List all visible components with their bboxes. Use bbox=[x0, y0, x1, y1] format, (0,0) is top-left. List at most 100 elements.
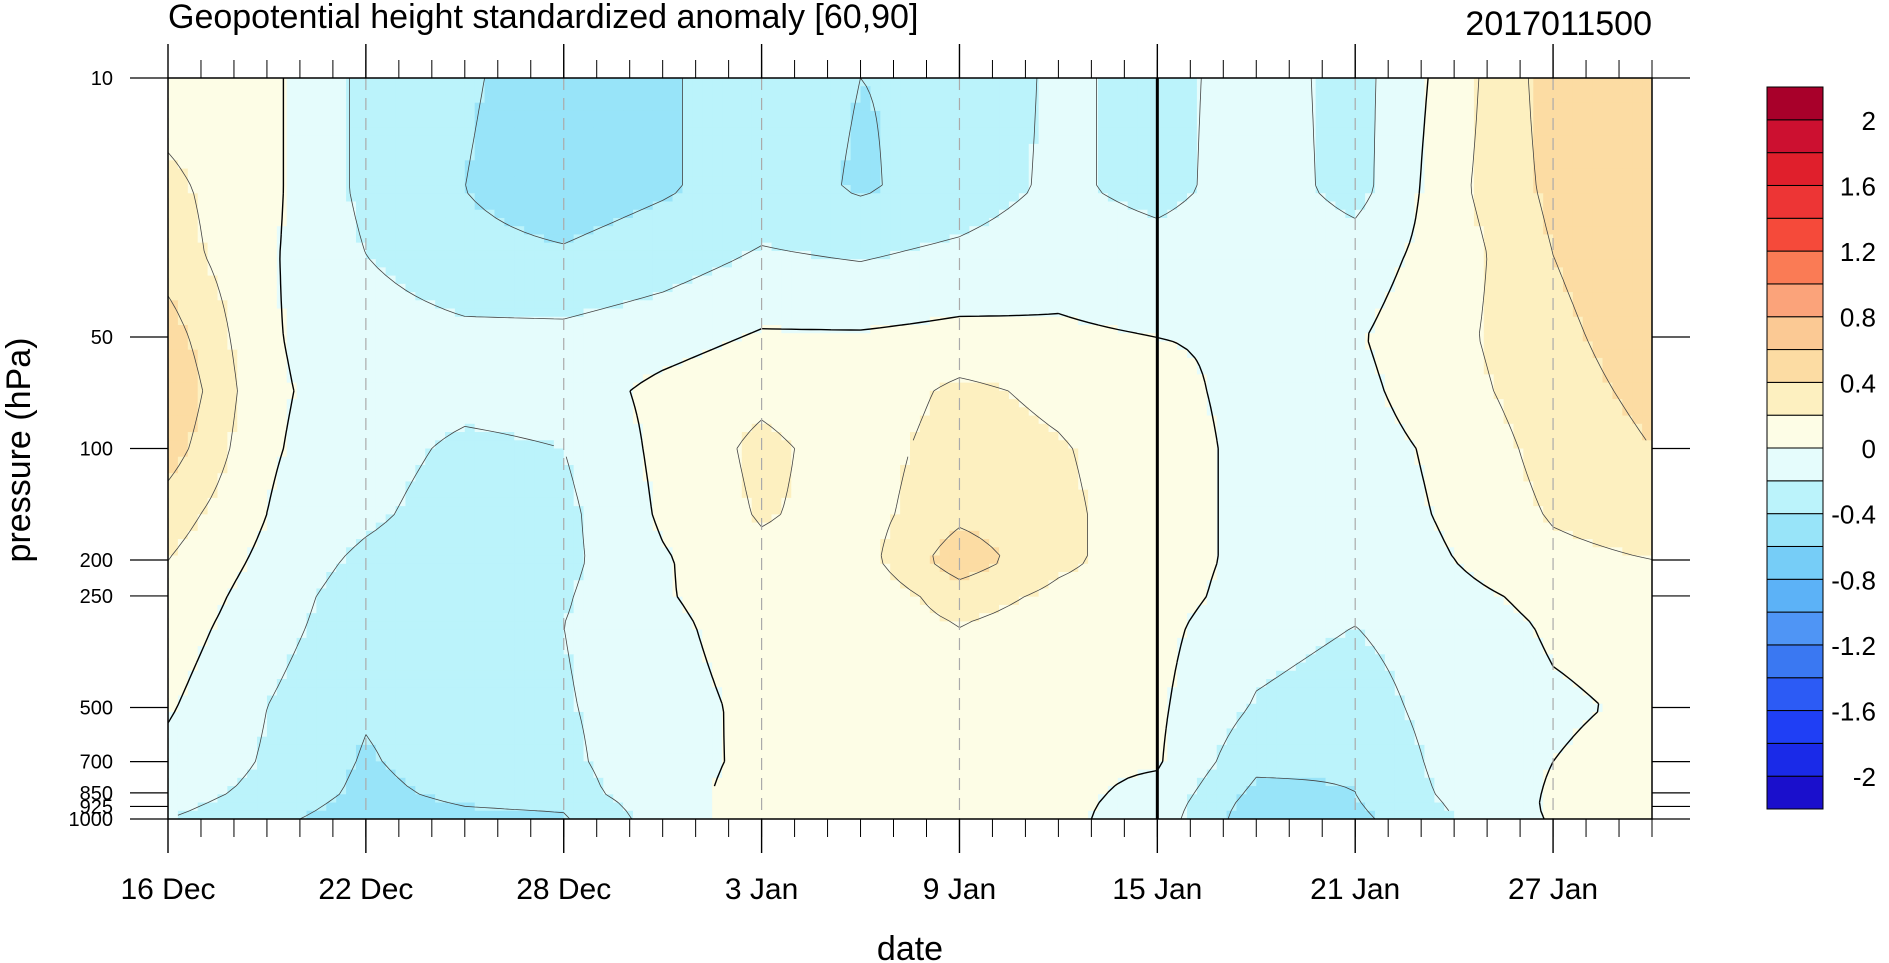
field-cell bbox=[168, 217, 179, 227]
field-cell bbox=[603, 267, 614, 277]
field-cell bbox=[1127, 283, 1139, 293]
field-cell bbox=[751, 176, 763, 186]
field-cell bbox=[494, 300, 505, 310]
field-cell bbox=[257, 160, 268, 170]
field-cell bbox=[999, 333, 1010, 343]
field-cell bbox=[1612, 300, 1623, 310]
field-cell bbox=[632, 300, 644, 310]
field-cell bbox=[642, 341, 654, 351]
field-cell bbox=[405, 152, 416, 161]
field-cell bbox=[1018, 176, 1030, 186]
field-cell bbox=[959, 242, 970, 252]
field-cell bbox=[1177, 226, 1188, 236]
field-cell bbox=[860, 226, 872, 236]
field-cell bbox=[1493, 201, 1505, 211]
field-cell bbox=[1068, 242, 1079, 252]
field-cell bbox=[1068, 341, 1079, 351]
field-cell bbox=[642, 333, 654, 343]
field-cell bbox=[1632, 275, 1643, 285]
field-cell bbox=[346, 316, 357, 326]
field-cell bbox=[1602, 102, 1614, 112]
field-cell bbox=[1434, 300, 1445, 310]
field-cell bbox=[207, 349, 219, 359]
field-cell bbox=[1226, 135, 1238, 145]
field-cell bbox=[623, 143, 634, 153]
field-cell bbox=[1592, 160, 1604, 170]
field-cell bbox=[1394, 193, 1406, 203]
field-cell bbox=[979, 94, 990, 104]
field-cell bbox=[484, 135, 496, 145]
field-cell bbox=[939, 217, 951, 227]
field-cell bbox=[1533, 316, 1544, 326]
field-cell bbox=[1295, 193, 1307, 203]
field-cell bbox=[731, 292, 743, 301]
field-cell bbox=[1216, 209, 1228, 219]
field-cell bbox=[316, 160, 327, 170]
field-cell bbox=[1107, 292, 1119, 301]
field-cell bbox=[1276, 160, 1287, 170]
field-cell bbox=[1058, 193, 1069, 203]
field-cell bbox=[1523, 292, 1534, 301]
field-cell bbox=[494, 316, 505, 326]
field-cell bbox=[632, 325, 644, 334]
field-cell bbox=[1384, 152, 1396, 161]
field-cell bbox=[850, 193, 862, 203]
field-cell bbox=[1048, 119, 1059, 128]
field-cell bbox=[1256, 275, 1267, 285]
field-cell bbox=[1483, 283, 1495, 293]
field-cell bbox=[1107, 209, 1119, 219]
field-cell bbox=[1592, 234, 1604, 244]
field-cell bbox=[949, 325, 961, 334]
field-cell bbox=[375, 185, 387, 194]
field-cell bbox=[830, 283, 842, 293]
field-cell bbox=[1582, 325, 1594, 334]
field-cell bbox=[603, 168, 614, 178]
field-cell bbox=[1256, 259, 1267, 268]
field-cell bbox=[900, 217, 911, 227]
field-cell bbox=[375, 94, 387, 104]
field-cell bbox=[1572, 168, 1584, 178]
field-cell bbox=[929, 143, 941, 153]
field-cell bbox=[237, 259, 248, 268]
field-cell bbox=[860, 143, 872, 153]
field-cell bbox=[593, 250, 604, 260]
field-cell bbox=[494, 78, 505, 87]
field-cell bbox=[1582, 267, 1594, 277]
field-cell bbox=[1384, 78, 1396, 87]
field-cell bbox=[395, 78, 407, 87]
field-cell bbox=[1365, 201, 1376, 211]
field-cell bbox=[1127, 119, 1139, 128]
field-cell bbox=[573, 283, 585, 293]
field-cell bbox=[989, 143, 1000, 153]
field-cell bbox=[187, 168, 199, 178]
field-cell bbox=[286, 143, 298, 153]
field-cell bbox=[1424, 234, 1435, 244]
field-cell bbox=[207, 152, 219, 161]
field-cell bbox=[712, 110, 723, 120]
field-cell bbox=[1058, 283, 1069, 293]
field-cell bbox=[286, 185, 298, 194]
field-cell bbox=[1523, 201, 1534, 211]
field-cell bbox=[1028, 308, 1040, 318]
field-cell bbox=[1206, 250, 1218, 260]
field-cell bbox=[316, 135, 327, 145]
field-cell bbox=[999, 209, 1010, 219]
field-cell bbox=[524, 300, 535, 310]
field-cell bbox=[474, 333, 486, 343]
field-cell bbox=[890, 300, 901, 310]
field-cell bbox=[1572, 275, 1584, 285]
field-cell bbox=[870, 341, 881, 351]
field-cell bbox=[761, 86, 773, 96]
field-cell bbox=[692, 160, 703, 170]
field-cell bbox=[1513, 217, 1524, 227]
field-cell bbox=[425, 160, 436, 170]
field-cell bbox=[415, 86, 426, 96]
field-cell bbox=[791, 283, 802, 293]
field-cell bbox=[1038, 333, 1050, 343]
field-cell bbox=[266, 234, 278, 244]
field-cell bbox=[999, 283, 1010, 293]
field-cell bbox=[385, 259, 397, 268]
field-cell bbox=[415, 275, 426, 285]
field-cell bbox=[632, 308, 644, 318]
field-cell bbox=[227, 217, 238, 227]
